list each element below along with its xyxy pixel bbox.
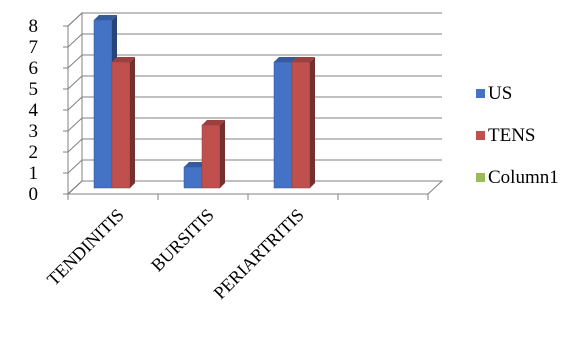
side-wall-gridline — [67, 75, 83, 90]
side-wall-gridline — [67, 54, 83, 69]
side-wall-gridline — [67, 96, 83, 111]
bar-tens-tendinitis — [111, 57, 135, 189]
legend-swatch — [476, 89, 485, 98]
x-category-label: BURSITIS — [147, 205, 218, 276]
gridlines — [67, 12, 442, 195]
side-wall-gridline — [67, 117, 83, 132]
side-wall-gridline — [67, 138, 83, 153]
legend-item-us: US — [476, 83, 512, 104]
y-tick-label: 3 — [29, 121, 39, 142]
y-tick-label: 4 — [29, 100, 39, 121]
y-tick-label: 8 — [29, 16, 39, 37]
x-category-label: TENDINITIS — [43, 205, 128, 290]
legend-label: US — [488, 83, 512, 104]
bar-tens-bursitis — [201, 120, 225, 189]
y-tick-label: 7 — [29, 37, 39, 58]
y-tick-label: 1 — [29, 163, 39, 184]
legend-swatch — [476, 131, 485, 140]
legend-item-tens: TENS — [476, 125, 536, 146]
legend-item-column1: Column1 — [476, 167, 559, 188]
y-tick-label: 0 — [29, 184, 39, 205]
side-wall-gridline — [67, 159, 83, 174]
side-wall-gridline — [67, 12, 83, 27]
x-category-label: PERIARTRITIS — [210, 205, 308, 303]
y-tick-label: 5 — [29, 79, 39, 100]
bar-tens-periartritis — [291, 57, 315, 189]
side-wall-gridline — [67, 33, 83, 48]
side-wall-gridline — [67, 180, 83, 195]
legend-label: Column1 — [488, 167, 559, 188]
legend-swatch — [476, 173, 485, 182]
y-tick-label: 2 — [29, 142, 39, 163]
legend: US TENS Column1 — [476, 83, 559, 188]
bars — [93, 15, 315, 189]
y-tick-label: 6 — [29, 58, 39, 79]
legend-label: TENS — [488, 125, 536, 146]
